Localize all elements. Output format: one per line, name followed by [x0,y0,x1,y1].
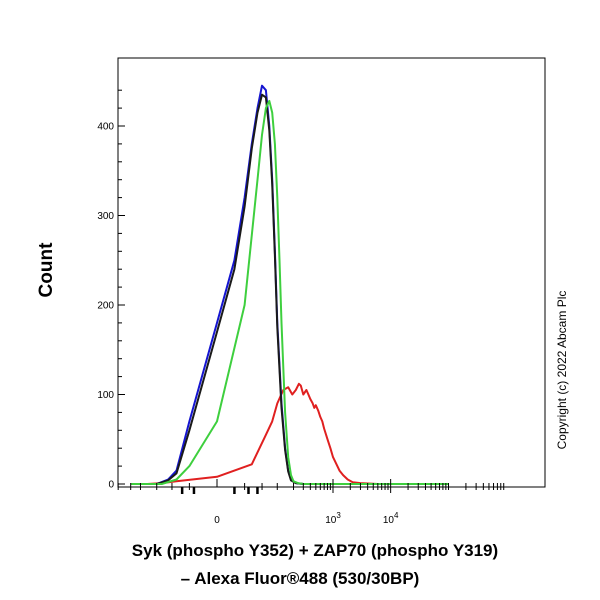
series-line-1 [130,84,449,485]
copyright-annotation: Copyright (c) 2022 Abcam Plc [555,291,569,450]
x-tick-label: 0 [214,515,220,526]
x-axis-label-line1: Syk (phospho Y352) + ZAP70 (phospho Y319… [132,541,498,560]
series-line-3 [130,99,449,485]
series-layer [130,84,449,485]
series-line-0 [130,382,449,485]
x-tick-label: 104 [383,511,399,526]
series-line-2 [130,93,449,485]
y-tick-label: 200 [97,301,114,312]
y-tick-label: 100 [97,390,114,401]
x-axis-label-line2: – Alexa Fluor®488 (530/30BP) [181,569,420,588]
plot-border [117,57,546,488]
y-axis: 0 100 200 300 400 [97,89,125,491]
x-tick-label: 103 [325,511,341,526]
axes-frame [117,57,546,488]
x-axis: 0 103 104 [117,479,505,526]
x-tick-exponent: 4 [394,511,399,520]
y-tick-label: 400 [97,122,114,133]
y-tick-label: 300 [97,211,114,222]
x-tick-exponent: 3 [336,511,341,520]
y-tick-label: 0 [108,480,114,491]
y-axis-label: Count [36,242,57,298]
